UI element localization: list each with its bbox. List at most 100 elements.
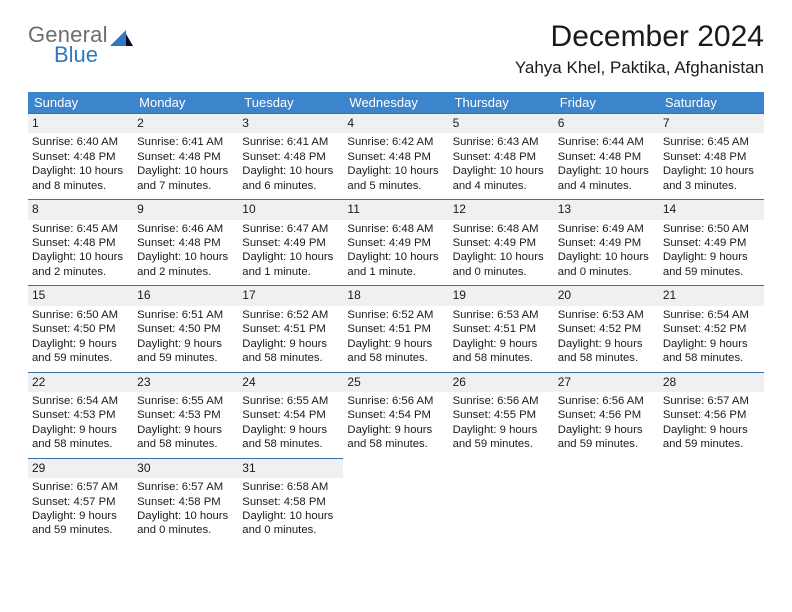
day-number: 9 xyxy=(133,199,238,219)
sunrise-text: Sunrise: 6:44 AM xyxy=(558,135,655,149)
calendar-grid: SundayMondayTuesdayWednesdayThursdayFrid… xyxy=(28,92,764,544)
day-number: 2 xyxy=(133,113,238,133)
daylight-text: Daylight: 10 hours and 8 minutes. xyxy=(32,164,129,193)
sunrise-text: Sunrise: 6:58 AM xyxy=(242,480,339,494)
sunrise-text: Sunrise: 6:41 AM xyxy=(242,135,339,149)
day-number: 28 xyxy=(659,372,764,392)
sunrise-text: Sunrise: 6:41 AM xyxy=(137,135,234,149)
daylight-text: Daylight: 10 hours and 6 minutes. xyxy=(242,164,339,193)
daylight-text: Daylight: 9 hours and 59 minutes. xyxy=(32,337,129,366)
sunrise-text: Sunrise: 6:57 AM xyxy=(32,480,129,494)
day-number: 15 xyxy=(28,285,133,305)
title-block: December 2024 Yahya Khel, Paktika, Afgha… xyxy=(515,20,764,78)
day-number: 17 xyxy=(238,285,343,305)
sunset-text: Sunset: 4:48 PM xyxy=(137,236,234,250)
day-number: 1 xyxy=(28,113,133,133)
daylight-text: Daylight: 9 hours and 59 minutes. xyxy=(453,423,550,452)
day-number: 22 xyxy=(28,372,133,392)
sunrise-text: Sunrise: 6:51 AM xyxy=(137,308,234,322)
day-header: Saturday xyxy=(659,92,764,113)
daylight-text: Daylight: 9 hours and 58 minutes. xyxy=(347,423,444,452)
sunrise-text: Sunrise: 6:54 AM xyxy=(663,308,760,322)
daylight-text: Daylight: 10 hours and 0 minutes. xyxy=(558,250,655,279)
calendar-cell: 2 Sunrise: 6:41 AMSunset: 4:48 PMDaylight… xyxy=(133,113,238,199)
day-number: 5 xyxy=(449,113,554,133)
day-number: 10 xyxy=(238,199,343,219)
sunrise-text: Sunrise: 6:49 AM xyxy=(558,222,655,236)
day-number: 3 xyxy=(238,113,343,133)
calendar-cell: 23Sunrise: 6:55 AMSunset: 4:53 PMDayligh… xyxy=(133,372,238,458)
daylight-text: Daylight: 9 hours and 58 minutes. xyxy=(242,423,339,452)
sunrise-text: Sunrise: 6:56 AM xyxy=(347,394,444,408)
day-header: Wednesday xyxy=(343,92,448,113)
sunrise-text: Sunrise: 6:50 AM xyxy=(32,308,129,322)
daylight-text: Daylight: 10 hours and 3 minutes. xyxy=(663,164,760,193)
sunset-text: Sunset: 4:51 PM xyxy=(347,322,444,336)
sunset-text: Sunset: 4:49 PM xyxy=(558,236,655,250)
sunset-text: Sunset: 4:54 PM xyxy=(242,408,339,422)
daylight-text: Daylight: 9 hours and 59 minutes. xyxy=(558,423,655,452)
day-number: 19 xyxy=(449,285,554,305)
sunset-text: Sunset: 4:51 PM xyxy=(453,322,550,336)
sunset-text: Sunset: 4:48 PM xyxy=(242,150,339,164)
calendar-cell: 29Sunrise: 6:57 AMSunset: 4:57 PMDayligh… xyxy=(28,458,133,544)
daylight-text: Daylight: 9 hours and 58 minutes. xyxy=(663,337,760,366)
sunrise-text: Sunrise: 6:45 AM xyxy=(32,222,129,236)
header: General Blue December 2024 Yahya Khel, P… xyxy=(28,20,764,78)
calendar-cell: 8Sunrise: 6:45 AMSunset: 4:48 PMDaylight… xyxy=(28,199,133,285)
calendar-cell: 4Sunrise: 6:42 AMSunset: 4:48 PMDaylight… xyxy=(343,113,448,199)
sunrise-text: Sunrise: 6:48 AM xyxy=(453,222,550,236)
calendar-cell: 24Sunrise: 6:55 AMSunset: 4:54 PMDayligh… xyxy=(238,372,343,458)
daylight-text: Daylight: 10 hours and 0 minutes. xyxy=(137,509,234,538)
day-number: 13 xyxy=(554,199,659,219)
calendar-cell: 16Sunrise: 6:51 AMSunset: 4:50 PMDayligh… xyxy=(133,285,238,371)
calendar-cell xyxy=(659,458,764,544)
sunset-text: Sunset: 4:48 PM xyxy=(663,150,760,164)
sunrise-text: Sunrise: 6:55 AM xyxy=(137,394,234,408)
sunset-text: Sunset: 4:56 PM xyxy=(663,408,760,422)
daylight-text: Daylight: 9 hours and 59 minutes. xyxy=(32,509,129,538)
sunset-text: Sunset: 4:50 PM xyxy=(137,322,234,336)
day-number: 14 xyxy=(659,199,764,219)
sunrise-text: Sunrise: 6:42 AM xyxy=(347,135,444,149)
calendar-cell xyxy=(449,458,554,544)
sunset-text: Sunset: 4:48 PM xyxy=(453,150,550,164)
daylight-text: Daylight: 10 hours and 4 minutes. xyxy=(453,164,550,193)
day-number: 23 xyxy=(133,372,238,392)
daylight-text: Daylight: 9 hours and 59 minutes. xyxy=(663,423,760,452)
day-header: Friday xyxy=(554,92,659,113)
sunset-text: Sunset: 4:48 PM xyxy=(137,150,234,164)
sunset-text: Sunset: 4:49 PM xyxy=(242,236,339,250)
daylight-text: Daylight: 10 hours and 4 minutes. xyxy=(558,164,655,193)
calendar-cell: 13 Sunrise: 6:49 AMSunset: 4:49 PMDayligh… xyxy=(554,199,659,285)
sunrise-text: Sunrise: 6:53 AM xyxy=(558,308,655,322)
location-text: Yahya Khel, Paktika, Afghanistan xyxy=(515,58,764,78)
day-number: 31 xyxy=(238,458,343,478)
month-title: December 2024 xyxy=(515,20,764,54)
calendar-cell: 5Sunrise: 6:43 AMSunset: 4:48 PMDaylight… xyxy=(449,113,554,199)
sunset-text: Sunset: 4:58 PM xyxy=(242,495,339,509)
sunrise-text: Sunrise: 6:57 AM xyxy=(663,394,760,408)
calendar-cell: 15Sunrise: 6:50 AMSunset: 4:50 PMDayligh… xyxy=(28,285,133,371)
calendar-cell: 1Sunrise: 6:40 AMSunset: 4:48 PMDaylight… xyxy=(28,113,133,199)
day-number: 8 xyxy=(28,199,133,219)
daylight-text: Daylight: 10 hours and 5 minutes. xyxy=(347,164,444,193)
calendar-cell: 25Sunrise: 6:56 AMSunset: 4:54 PMDayligh… xyxy=(343,372,448,458)
daylight-text: Daylight: 9 hours and 58 minutes. xyxy=(453,337,550,366)
daylight-text: Daylight: 9 hours and 59 minutes. xyxy=(137,337,234,366)
calendar-cell: 19 Sunrise: 6:53 AMSunset: 4:51 PMDayligh… xyxy=(449,285,554,371)
sunrise-text: Sunrise: 6:52 AM xyxy=(347,308,444,322)
day-number: 29 xyxy=(28,458,133,478)
sunrise-text: Sunrise: 6:53 AM xyxy=(453,308,550,322)
calendar-cell: 14Sunrise: 6:50 AMSunset: 4:49 PMDayligh… xyxy=(659,199,764,285)
daylight-text: Daylight: 9 hours and 58 minutes. xyxy=(558,337,655,366)
calendar-cell: 11Sunrise: 6:48 AMSunset: 4:49 PMDayligh… xyxy=(343,199,448,285)
day-number: 27 xyxy=(554,372,659,392)
daylight-text: Daylight: 10 hours and 0 minutes. xyxy=(453,250,550,279)
calendar-cell: 3 Sunrise: 6:41 AMSunset: 4:48 PMDaylight… xyxy=(238,113,343,199)
sunrise-text: Sunrise: 6:48 AM xyxy=(347,222,444,236)
daylight-text: Daylight: 10 hours and 7 minutes. xyxy=(137,164,234,193)
sunrise-text: Sunrise: 6:52 AM xyxy=(242,308,339,322)
sunset-text: Sunset: 4:52 PM xyxy=(558,322,655,336)
sunrise-text: Sunrise: 6:50 AM xyxy=(663,222,760,236)
